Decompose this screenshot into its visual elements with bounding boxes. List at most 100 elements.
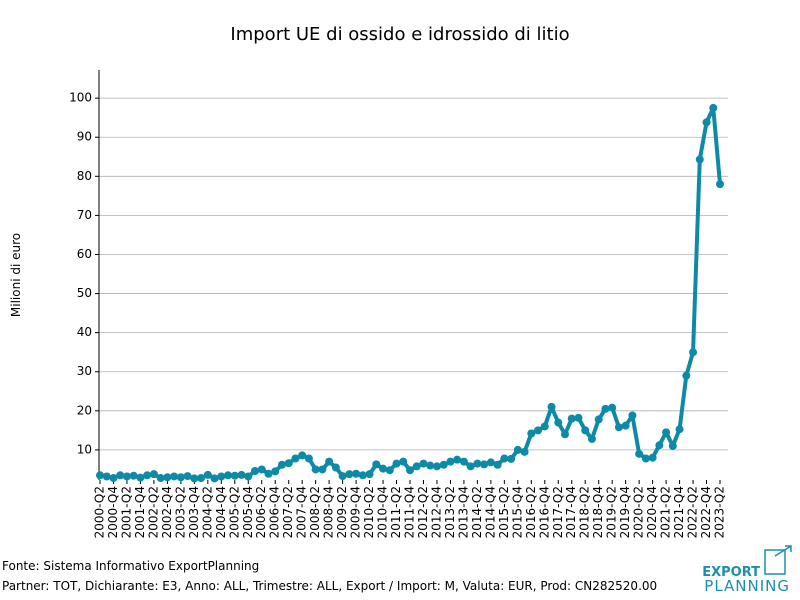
marker xyxy=(251,467,259,476)
marker xyxy=(608,403,617,412)
x-tick-label: 2008-Q2 xyxy=(308,486,322,538)
marker xyxy=(129,471,138,480)
x-tick-label: 2004-Q2 xyxy=(200,486,214,538)
x-tick-label: 2012-Q2 xyxy=(416,486,430,538)
x-tick-label: 2013-Q2 xyxy=(443,486,457,538)
marker xyxy=(379,464,388,473)
marker xyxy=(284,459,293,468)
marker xyxy=(655,441,664,450)
marker xyxy=(358,471,367,480)
x-tick-label: 2002-Q2 xyxy=(146,486,160,538)
marker xyxy=(291,454,300,463)
x-tick-label: 2003-Q4 xyxy=(187,486,201,538)
marker xyxy=(561,430,569,439)
y-tick-label: 90 xyxy=(77,130,92,144)
marker xyxy=(493,460,502,469)
x-tick-label: 2016-Q2 xyxy=(524,486,538,538)
marker xyxy=(716,180,724,189)
marker xyxy=(210,474,219,483)
marker xyxy=(156,474,165,483)
marker xyxy=(648,453,657,462)
x-tick-label: 2005-Q4 xyxy=(241,486,255,538)
x-tick-label: 2006-Q2 xyxy=(254,486,268,538)
x-tick-label: 2009-Q4 xyxy=(349,486,363,538)
marker xyxy=(277,460,286,469)
marker xyxy=(264,469,273,478)
x-tick-label: 2016-Q4 xyxy=(537,486,551,538)
y-tick-label: 60 xyxy=(77,247,92,261)
marker xyxy=(183,472,192,481)
marker xyxy=(217,472,226,481)
marker xyxy=(567,414,576,423)
marker xyxy=(709,103,718,112)
x-tick-label: 2022-Q4 xyxy=(699,486,713,538)
x-tick-label: 2022-Q2 xyxy=(686,486,700,538)
marker xyxy=(513,445,522,454)
marker xyxy=(446,457,455,466)
marker xyxy=(547,402,556,411)
y-tick-label: 40 xyxy=(77,325,92,339)
x-tick-label: 2020-Q2 xyxy=(632,486,646,538)
marker xyxy=(480,460,489,469)
marker xyxy=(614,423,623,432)
x-tick-label: 2021-Q4 xyxy=(672,486,686,538)
marker xyxy=(601,404,610,413)
marker xyxy=(500,454,509,463)
marker xyxy=(520,447,529,456)
x-tick-label: 2000-Q4 xyxy=(106,486,120,538)
y-tick-label: 30 xyxy=(77,364,92,378)
x-tick-label: 2015-Q4 xyxy=(510,486,524,538)
marker xyxy=(203,470,212,479)
marker xyxy=(392,459,401,468)
marker xyxy=(122,472,131,481)
logo-box xyxy=(764,549,786,575)
chart-title: Import UE di ossido e idrossido di litio xyxy=(230,24,569,45)
x-tick-label: 2013-Q4 xyxy=(456,486,470,538)
y-tick-label: 10 xyxy=(77,442,92,456)
marker xyxy=(102,472,111,481)
marker xyxy=(426,461,435,470)
x-tick-label: 2007-Q4 xyxy=(295,486,309,538)
x-tick-label: 2002-Q4 xyxy=(160,486,174,538)
marker xyxy=(574,413,583,422)
x-tick-label: 2018-Q4 xyxy=(591,486,605,538)
marker xyxy=(385,466,394,475)
marker xyxy=(466,462,475,471)
x-tick-label: 2001-Q4 xyxy=(133,486,147,538)
x-tick-label: 2008-Q4 xyxy=(322,486,336,538)
x-tick-label: 2000-Q2 xyxy=(93,486,107,538)
marker xyxy=(689,348,698,357)
logo-text: PLANNING xyxy=(704,577,790,595)
marker xyxy=(473,459,482,468)
marker xyxy=(439,460,448,469)
marker xyxy=(635,449,644,458)
marker xyxy=(197,474,206,483)
marker xyxy=(176,473,185,482)
x-tick-label: 2020-Q4 xyxy=(645,486,659,538)
marker xyxy=(365,470,374,479)
x-tick-label: 2018-Q2 xyxy=(578,486,592,538)
x-tick-label: 2003-Q2 xyxy=(173,486,187,538)
y-tick-label: 70 xyxy=(77,208,92,222)
marker xyxy=(163,473,172,482)
x-tick-label: 2006-Q4 xyxy=(268,486,282,538)
x-tick-label: 2011-Q4 xyxy=(403,486,417,538)
marker xyxy=(675,425,684,434)
marker xyxy=(486,458,495,467)
x-tick-label: 2019-Q2 xyxy=(605,486,619,538)
x-tick-label: 2017-Q2 xyxy=(551,486,565,538)
marker xyxy=(116,471,125,480)
x-tick-label: 2014-Q4 xyxy=(483,486,497,538)
marker xyxy=(581,426,590,435)
marker xyxy=(419,459,428,468)
marker xyxy=(641,454,650,463)
marker xyxy=(527,429,536,438)
y-tick-label: 20 xyxy=(77,403,92,417)
marker xyxy=(372,460,381,469)
marker xyxy=(190,474,199,483)
marker xyxy=(453,455,462,464)
marker xyxy=(318,465,327,474)
marker xyxy=(412,462,421,471)
y-tick-label: 80 xyxy=(77,169,92,183)
